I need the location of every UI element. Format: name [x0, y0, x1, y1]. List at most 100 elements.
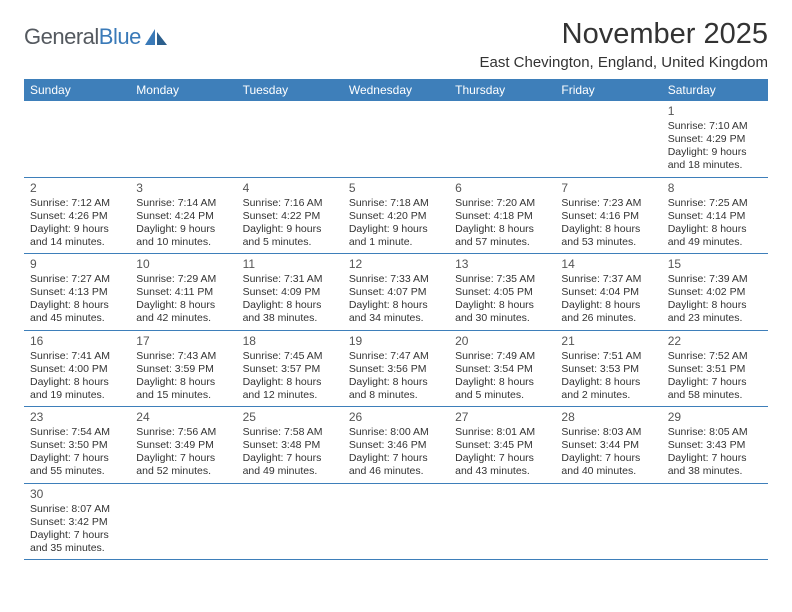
sunrise-line: Sunrise: 7:49 AM [455, 350, 549, 363]
sunrise-line: Sunrise: 7:25 AM [668, 197, 762, 210]
calendar-cell: 7Sunrise: 7:23 AMSunset: 4:16 PMDaylight… [555, 177, 661, 254]
calendar-cell [343, 101, 449, 177]
sunrise-line: Sunrise: 7:27 AM [30, 273, 124, 286]
sunset-line: Sunset: 4:22 PM [243, 210, 337, 223]
day-number: 19 [349, 334, 443, 349]
sunset-line: Sunset: 3:59 PM [136, 363, 230, 376]
day-number: 21 [561, 334, 655, 349]
sunrise-line: Sunrise: 8:03 AM [561, 426, 655, 439]
sunset-line: Sunset: 3:50 PM [30, 439, 124, 452]
day-number: 24 [136, 410, 230, 425]
sunset-line: Sunset: 3:48 PM [243, 439, 337, 452]
day-number: 8 [668, 181, 762, 196]
calendar-cell: 16Sunrise: 7:41 AMSunset: 4:00 PMDayligh… [24, 330, 130, 407]
sunset-line: Sunset: 4:09 PM [243, 286, 337, 299]
sunset-line: Sunset: 3:54 PM [455, 363, 549, 376]
logo: GeneralBlue [24, 24, 168, 50]
day-number: 7 [561, 181, 655, 196]
month-title: November 2025 [479, 18, 768, 51]
sunset-line: Sunset: 3:51 PM [668, 363, 762, 376]
sunset-line: Sunset: 4:00 PM [30, 363, 124, 376]
sunset-line: Sunset: 3:56 PM [349, 363, 443, 376]
sail-icon [144, 28, 168, 46]
day-number: 26 [349, 410, 443, 425]
calendar-cell: 27Sunrise: 8:01 AMSunset: 3:45 PMDayligh… [449, 407, 555, 484]
calendar-cell: 28Sunrise: 8:03 AMSunset: 3:44 PMDayligh… [555, 407, 661, 484]
calendar-week: 30Sunrise: 8:07 AMSunset: 3:42 PMDayligh… [24, 483, 768, 560]
day-number: 13 [455, 257, 549, 272]
sunset-line: Sunset: 4:11 PM [136, 286, 230, 299]
calendar-week: 1Sunrise: 7:10 AMSunset: 4:29 PMDaylight… [24, 101, 768, 177]
sunrise-line: Sunrise: 8:00 AM [349, 426, 443, 439]
daylight-line: Daylight: 8 hours and 19 minutes. [30, 376, 124, 402]
daylight-line: Daylight: 7 hours and 38 minutes. [668, 452, 762, 478]
calendar-cell: 23Sunrise: 7:54 AMSunset: 3:50 PMDayligh… [24, 407, 130, 484]
calendar-cell: 20Sunrise: 7:49 AMSunset: 3:54 PMDayligh… [449, 330, 555, 407]
sunrise-line: Sunrise: 7:52 AM [668, 350, 762, 363]
calendar-cell: 22Sunrise: 7:52 AMSunset: 3:51 PMDayligh… [662, 330, 768, 407]
calendar-cell: 26Sunrise: 8:00 AMSunset: 3:46 PMDayligh… [343, 407, 449, 484]
sunset-line: Sunset: 3:45 PM [455, 439, 549, 452]
calendar-cell [449, 101, 555, 177]
daylight-line: Daylight: 7 hours and 55 minutes. [30, 452, 124, 478]
sunset-line: Sunset: 4:05 PM [455, 286, 549, 299]
day-header: Sunday [24, 79, 130, 101]
sunset-line: Sunset: 4:26 PM [30, 210, 124, 223]
daylight-line: Daylight: 7 hours and 49 minutes. [243, 452, 337, 478]
calendar-cell: 17Sunrise: 7:43 AMSunset: 3:59 PMDayligh… [130, 330, 236, 407]
sunset-line: Sunset: 4:24 PM [136, 210, 230, 223]
logo-text-b: Blue [99, 24, 141, 49]
sunset-line: Sunset: 3:44 PM [561, 439, 655, 452]
day-number: 25 [243, 410, 337, 425]
calendar-cell: 5Sunrise: 7:18 AMSunset: 4:20 PMDaylight… [343, 177, 449, 254]
daylight-line: Daylight: 8 hours and 34 minutes. [349, 299, 443, 325]
calendar-cell: 10Sunrise: 7:29 AMSunset: 4:11 PMDayligh… [130, 254, 236, 331]
daylight-line: Daylight: 8 hours and 26 minutes. [561, 299, 655, 325]
sunrise-line: Sunrise: 7:45 AM [243, 350, 337, 363]
sunset-line: Sunset: 3:53 PM [561, 363, 655, 376]
calendar-cell: 14Sunrise: 7:37 AMSunset: 4:04 PMDayligh… [555, 254, 661, 331]
calendar-cell: 15Sunrise: 7:39 AMSunset: 4:02 PMDayligh… [662, 254, 768, 331]
day-number: 27 [455, 410, 549, 425]
sunset-line: Sunset: 3:46 PM [349, 439, 443, 452]
daylight-line: Daylight: 9 hours and 1 minute. [349, 223, 443, 249]
calendar-cell: 29Sunrise: 8:05 AMSunset: 3:43 PMDayligh… [662, 407, 768, 484]
day-number: 3 [136, 181, 230, 196]
calendar-cell [24, 101, 130, 177]
logo-text-a: General [24, 24, 99, 49]
day-number: 23 [30, 410, 124, 425]
calendar-cell: 21Sunrise: 7:51 AMSunset: 3:53 PMDayligh… [555, 330, 661, 407]
sunset-line: Sunset: 4:29 PM [668, 133, 762, 146]
sunset-line: Sunset: 4:07 PM [349, 286, 443, 299]
calendar-week: 9Sunrise: 7:27 AMSunset: 4:13 PMDaylight… [24, 254, 768, 331]
day-number: 4 [243, 181, 337, 196]
day-number: 30 [30, 487, 124, 502]
daylight-line: Daylight: 8 hours and 8 minutes. [349, 376, 443, 402]
calendar-cell: 24Sunrise: 7:56 AMSunset: 3:49 PMDayligh… [130, 407, 236, 484]
sunrise-line: Sunrise: 7:41 AM [30, 350, 124, 363]
day-header: Friday [555, 79, 661, 101]
calendar-page: GeneralBlue November 2025 East Chevingto… [0, 0, 792, 578]
calendar-cell: 1Sunrise: 7:10 AMSunset: 4:29 PMDaylight… [662, 101, 768, 177]
daylight-line: Daylight: 8 hours and 2 minutes. [561, 376, 655, 402]
daylight-line: Daylight: 8 hours and 53 minutes. [561, 223, 655, 249]
sunset-line: Sunset: 4:04 PM [561, 286, 655, 299]
sunset-line: Sunset: 3:43 PM [668, 439, 762, 452]
sunrise-line: Sunrise: 7:56 AM [136, 426, 230, 439]
day-number: 11 [243, 257, 337, 272]
calendar-cell: 13Sunrise: 7:35 AMSunset: 4:05 PMDayligh… [449, 254, 555, 331]
calendar-cell: 9Sunrise: 7:27 AMSunset: 4:13 PMDaylight… [24, 254, 130, 331]
header: GeneralBlue November 2025 East Chevingto… [24, 18, 768, 77]
sunrise-line: Sunrise: 7:31 AM [243, 273, 337, 286]
sunrise-line: Sunrise: 7:51 AM [561, 350, 655, 363]
day-number: 5 [349, 181, 443, 196]
calendar-cell: 3Sunrise: 7:14 AMSunset: 4:24 PMDaylight… [130, 177, 236, 254]
sunrise-line: Sunrise: 7:16 AM [243, 197, 337, 210]
daylight-line: Daylight: 7 hours and 35 minutes. [30, 529, 124, 555]
calendar-cell [343, 483, 449, 560]
sunrise-line: Sunrise: 7:54 AM [30, 426, 124, 439]
calendar-cell: 6Sunrise: 7:20 AMSunset: 4:18 PMDaylight… [449, 177, 555, 254]
calendar-cell: 18Sunrise: 7:45 AMSunset: 3:57 PMDayligh… [237, 330, 343, 407]
sunrise-line: Sunrise: 7:58 AM [243, 426, 337, 439]
daylight-line: Daylight: 9 hours and 10 minutes. [136, 223, 230, 249]
